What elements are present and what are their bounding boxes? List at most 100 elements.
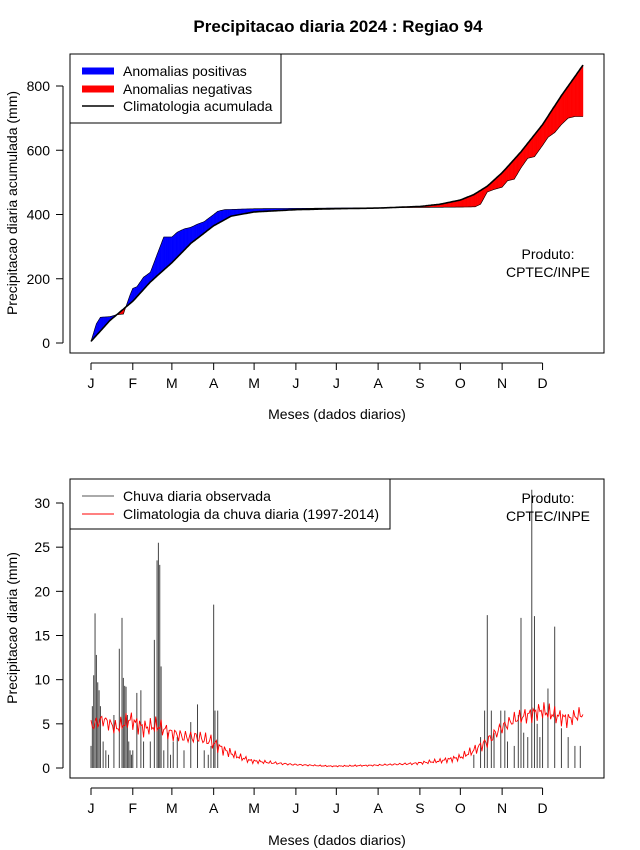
- positive-anomaly-segment: [222, 209, 225, 221]
- cumulative-panel: 0 200 400 600 800 J F M A M J J A S O N D Meses (dados …: [4, 53, 605, 422]
- negative-anomaly-segment: [476, 191, 479, 207]
- positive-anomaly-segment: [190, 226, 193, 244]
- positive-anomaly-segment: [168, 236, 171, 266]
- negative-anomaly-segment: [541, 123, 543, 148]
- x-tick-label: M: [248, 800, 260, 816]
- negative-anomaly-segment: [530, 137, 532, 158]
- positive-anomaly-segment: [217, 210, 220, 224]
- x-tick-label: F: [129, 800, 138, 816]
- climatology-cumulative-line: [90, 64, 584, 342]
- x-tick-label: N: [497, 375, 507, 391]
- legend-label-climatology: Climatologia da chuva diaria (1997-2014): [123, 506, 379, 522]
- positive-anomaly-segment: [170, 236, 173, 265]
- x-tick-label: M: [166, 800, 178, 816]
- legend-box: [69, 53, 282, 124]
- positive-anomaly-segment: [162, 236, 164, 272]
- negative-anomaly-segment: [554, 103, 557, 134]
- plot-box: [69, 53, 605, 354]
- negative-anomaly-segment: [553, 105, 555, 134]
- positive-anomaly-segment: [173, 234, 175, 262]
- negative-anomaly-segment: [531, 135, 534, 158]
- negative-anomaly-segment: [557, 99, 559, 130]
- positive-anomaly-segment: [178, 230, 181, 257]
- positive-anomaly-segment: [159, 243, 162, 274]
- positive-anomaly-segment: [175, 231, 178, 260]
- x-tick-label: N: [497, 800, 507, 816]
- positive-anomaly-segment: [197, 223, 200, 239]
- negative-anomaly-segment: [550, 109, 553, 136]
- x-tick-label: A: [373, 375, 383, 391]
- negative-anomaly-segment: [580, 66, 582, 117]
- negative-anomaly-segment: [511, 160, 514, 181]
- negative-anomaly-segment: [542, 121, 545, 147]
- y-tick-label: 600: [27, 142, 51, 158]
- positive-anomaly-segment: [194, 224, 197, 241]
- y-tick-label: 30: [34, 495, 50, 511]
- positive-anomaly-segment: [186, 227, 189, 249]
- positive-anomaly-segment: [182, 228, 185, 253]
- negative-anomaly-segment: [555, 101, 558, 132]
- negative-anomaly-segment: [514, 157, 516, 180]
- legend: Chuva diaria observada Climatologia da c…: [69, 478, 391, 530]
- positive-anomaly-segment: [160, 240, 163, 273]
- legend-box: [69, 478, 391, 530]
- legend-label-observed: Chuva diaria observada: [123, 488, 271, 504]
- y-tick-label: 10: [34, 672, 50, 688]
- positive-anomaly-segment: [224, 209, 226, 221]
- positive-anomaly-segment: [181, 229, 183, 254]
- positive-anomaly-segment: [163, 236, 166, 271]
- positive-anomaly-segment: [164, 236, 167, 270]
- negative-anomaly-segment: [567, 83, 570, 119]
- negative-anomaly-segment: [570, 79, 573, 118]
- negative-anomaly-segment: [535, 130, 538, 156]
- positive-anomaly-segment: [189, 227, 191, 246]
- positive-anomaly-segment: [201, 221, 204, 236]
- positive-anomaly-segment: [195, 223, 198, 240]
- negative-anomaly-segment: [518, 152, 520, 174]
- positive-anomaly-segment: [193, 225, 195, 242]
- negative-anomaly-segment: [536, 129, 539, 154]
- negative-anomaly-segment: [477, 190, 480, 206]
- negative-anomaly-segment: [538, 127, 541, 152]
- positive-anomaly-segment: [199, 222, 202, 237]
- x-tick-label: J: [292, 800, 299, 816]
- positive-anomaly-segment: [158, 247, 160, 276]
- positive-anomaly-segment: [174, 232, 177, 261]
- y-tick-label: 15: [34, 628, 50, 644]
- observed-cumulative-outline: [90, 116, 583, 342]
- negative-anomaly-segment: [549, 111, 551, 137]
- positive-anomaly-segment: [167, 236, 170, 267]
- legend-label-climatology: Climatologia acumulada: [123, 98, 273, 114]
- y-tick-label: 400: [27, 207, 51, 223]
- x-tick-label: J: [333, 800, 340, 816]
- negative-anomaly-segment: [565, 87, 568, 122]
- positive-anomaly-segment: [213, 213, 216, 227]
- positive-anomaly-segment: [191, 225, 194, 243]
- negative-anomaly-segment: [479, 190, 481, 206]
- y-tick-label: 200: [27, 271, 51, 287]
- negative-anomaly-segment: [466, 196, 469, 208]
- positive-anomaly-segment: [166, 236, 169, 268]
- y-tick-label: 5: [42, 716, 50, 732]
- x-tick-label: D: [537, 375, 547, 391]
- y-axis: 0 5 10 15 20 25 30: [34, 495, 64, 776]
- negative-anomaly-segment: [572, 77, 574, 118]
- positive-anomaly-segment: [183, 228, 186, 251]
- positive-anomaly-segment: [218, 210, 221, 224]
- negative-anomaly-segment: [576, 72, 578, 117]
- x-tick-label: A: [373, 800, 383, 816]
- daily-panel: 0 5 10 15 20 25 30 J F M A M J J A S O N D Meses (dados d…: [4, 478, 605, 848]
- x-tick-label: A: [209, 800, 219, 816]
- x-tick-label: J: [333, 375, 340, 391]
- negative-anomaly-segment: [470, 194, 473, 208]
- figure-title: Precipitacao diaria 2024 : Regiao 94: [193, 17, 483, 36]
- product-source: CPTEC/INPE: [506, 264, 590, 280]
- negative-anomaly-segment: [532, 134, 535, 158]
- negative-anomaly-segment: [543, 119, 546, 145]
- negative-anomaly-segment: [545, 117, 547, 143]
- y-tick-label: 800: [27, 78, 51, 94]
- observed-daily-bars: [90, 489, 581, 768]
- negative-anomaly-segment: [547, 113, 550, 138]
